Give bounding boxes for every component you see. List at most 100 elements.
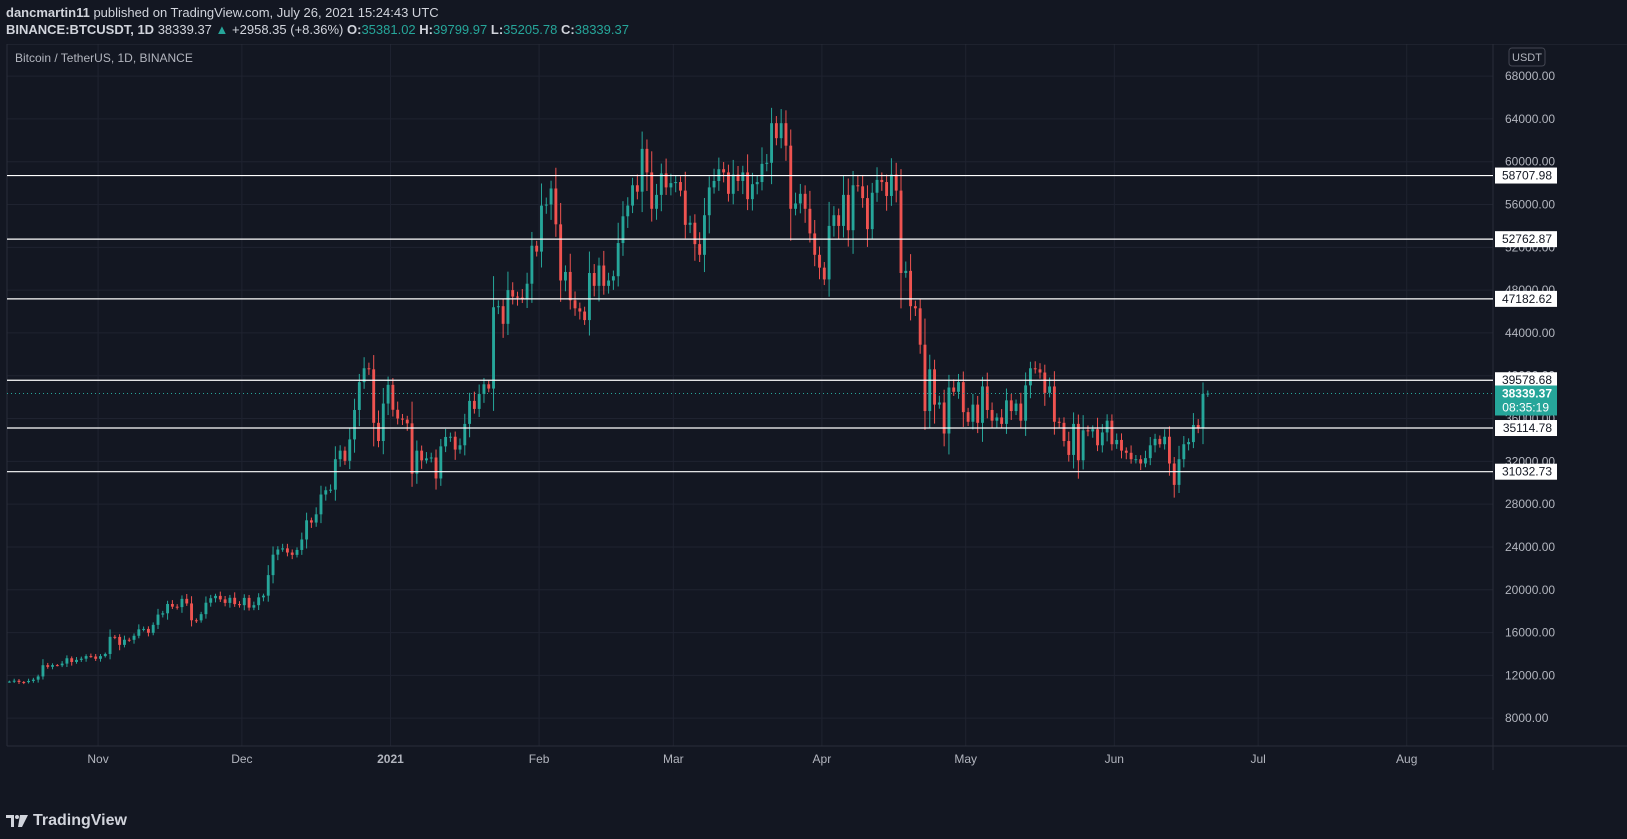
candle-body (75, 659, 78, 662)
candle-body (621, 216, 625, 244)
candle-body (631, 185, 634, 206)
candle-body (405, 419, 409, 424)
candle-body (755, 182, 759, 185)
candle-body (84, 656, 88, 659)
candle-body (1201, 393, 1205, 429)
x-tick-label: May (954, 752, 977, 766)
candle-body (918, 308, 922, 345)
candle-body (530, 245, 534, 284)
candle-body (170, 603, 174, 607)
candle-body (645, 148, 649, 173)
candle-body (190, 603, 193, 621)
y-tick-label: 28000.00 (1505, 497, 1555, 511)
candle-body (655, 194, 658, 209)
candle-body (51, 665, 54, 667)
candle-body (17, 680, 21, 683)
candle-body (1172, 463, 1176, 485)
candle-body (909, 270, 913, 307)
candle-body (309, 520, 313, 523)
candle-body (1086, 430, 1090, 432)
candle-body (214, 595, 217, 599)
y-tick-label: 56000.00 (1505, 198, 1555, 212)
candle-body (492, 307, 495, 389)
last-price-box (1495, 385, 1557, 416)
y-tick-label: 12000.00 (1505, 668, 1555, 682)
candle-body (1048, 386, 1052, 393)
candle-body (295, 549, 299, 555)
candle-body (185, 598, 189, 604)
y-tick-label: 64000.00 (1505, 112, 1555, 126)
candle-body (784, 123, 788, 146)
candle-body (525, 283, 529, 299)
candle-body (31, 679, 35, 681)
author-name[interactable]: dancmartin11 (6, 5, 90, 20)
candle-body (1129, 452, 1133, 460)
candle-body (1206, 393, 1210, 395)
candle-body (487, 384, 491, 389)
candle-body (1038, 369, 1042, 373)
chart-title: Bitcoin / TetherUS, 1D, BINANCE (15, 51, 193, 65)
high-value: 39799.97 (433, 22, 488, 37)
candle-body (564, 271, 567, 281)
candle-body (391, 384, 395, 410)
published-text: published on TradingView.com, July 26, 2… (93, 5, 439, 20)
candle-body (357, 382, 361, 410)
candle-body (12, 680, 16, 682)
candle-body (851, 185, 855, 231)
publish-line: dancmartin11 published on TradingView.co… (6, 5, 439, 20)
candle-body (7, 681, 11, 683)
candle-body (899, 190, 903, 274)
candle-body (822, 267, 826, 280)
tradingview-logo[interactable]: TradingView (6, 812, 127, 830)
candle-body (367, 368, 371, 370)
candle-body (372, 369, 376, 423)
candle-body (535, 245, 539, 252)
level-label: 47182.62 (1502, 292, 1552, 306)
y-tick-label: 68000.00 (1505, 69, 1555, 83)
candle-body (995, 417, 999, 421)
candle-body (353, 409, 356, 440)
candle-body (789, 145, 793, 209)
candle-body (281, 548, 285, 550)
currency-label: USDT (1512, 52, 1542, 64)
candle-body (1120, 439, 1123, 451)
candle-body (333, 459, 337, 490)
candle-body (300, 539, 304, 550)
level-label: 35114.78 (1503, 421, 1552, 435)
candle-body (961, 382, 965, 413)
candle-body (103, 653, 107, 657)
y-tick-label: 16000.00 (1505, 626, 1555, 640)
level-label-box (1495, 231, 1557, 248)
candle-body (966, 412, 970, 422)
candle-body (880, 179, 884, 183)
candle-body (1110, 420, 1114, 445)
candle-body (779, 123, 783, 139)
candle-body (611, 276, 615, 281)
candle-body (65, 658, 69, 664)
open-label: O: (346, 22, 362, 37)
candle-body (731, 174, 735, 194)
candle-body (846, 194, 850, 231)
level-label: 58707.98 (1502, 169, 1552, 183)
candle-body (703, 215, 706, 255)
candle-body (1139, 459, 1143, 464)
candle-body (223, 599, 227, 603)
level-label-box (1495, 167, 1557, 184)
candle-body (79, 658, 83, 660)
candle-body (55, 665, 59, 667)
candle-body (554, 188, 558, 225)
candle-body (89, 656, 93, 658)
candle-body (338, 450, 342, 460)
candle-body (549, 188, 553, 205)
candle-body (746, 172, 750, 200)
candle-body (698, 244, 702, 255)
candle-body (923, 344, 927, 412)
candle-body (94, 656, 98, 659)
candle-body (679, 182, 682, 191)
candle-body (837, 215, 841, 226)
candle-body (108, 636, 112, 654)
open-value: 35381.02 (361, 22, 416, 37)
candle-body (444, 436, 448, 447)
x-tick-label: 2021 (377, 752, 404, 766)
